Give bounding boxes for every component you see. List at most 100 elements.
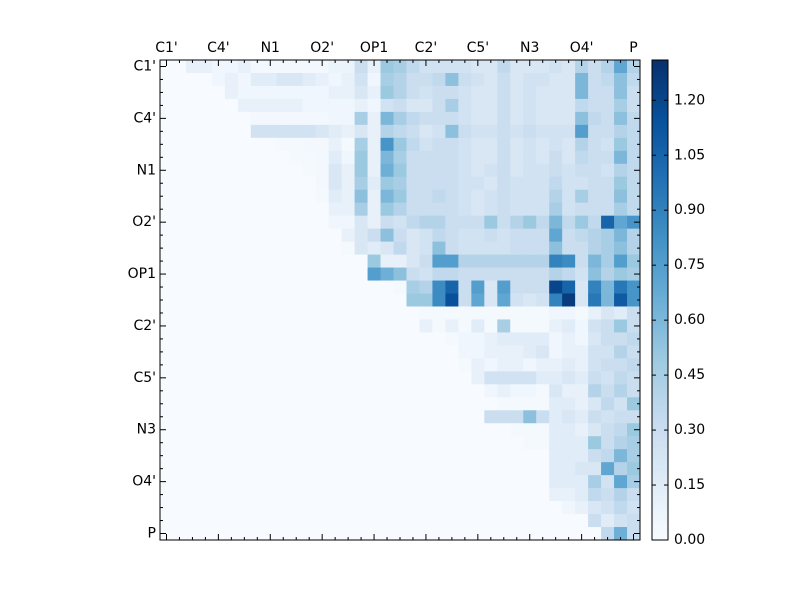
- heat-cell: [406, 85, 420, 100]
- heat-cell: [627, 241, 641, 256]
- heat-cell: [160, 488, 174, 502]
- heat-cell: [289, 501, 304, 515]
- heat-cell: [289, 449, 304, 463]
- heat-cell: [302, 280, 317, 295]
- heat-cell: [185, 137, 200, 152]
- heat-cell: [328, 124, 343, 139]
- heat-cell: [185, 358, 200, 372]
- heat-cell: [562, 306, 576, 320]
- heat-cell: [419, 423, 433, 437]
- heat-cell: [497, 475, 511, 489]
- heat-cell: [367, 267, 382, 282]
- heat-cell: [549, 202, 563, 217]
- heat-cell: [432, 462, 446, 476]
- heat-cell: [627, 85, 641, 100]
- heat-cell: [432, 371, 446, 385]
- heat-cell: [160, 241, 174, 256]
- heat-cell: [315, 254, 330, 269]
- heat-cell: [575, 384, 589, 398]
- heat-cell: [367, 462, 382, 476]
- x-tick-label: C1': [155, 40, 178, 56]
- heat-cell: [198, 475, 213, 489]
- heat-cell: [458, 423, 472, 437]
- heat-cell: [315, 137, 330, 152]
- heat-cell: [315, 150, 330, 165]
- heat-cell: [354, 215, 369, 230]
- heat-cell: [341, 150, 356, 165]
- heat-cell: [627, 319, 641, 333]
- heat-cell: [172, 410, 187, 424]
- heat-cell: [354, 111, 369, 126]
- heat-cell: [198, 163, 213, 178]
- heat-cell: [160, 124, 174, 139]
- heat-cell: [471, 475, 485, 489]
- heat-cell: [575, 176, 589, 191]
- heat-cell: [250, 501, 265, 515]
- heat-cell: [380, 436, 395, 450]
- heat-cell: [185, 176, 200, 191]
- heat-cell: [536, 319, 550, 333]
- heat-cell: [406, 176, 420, 191]
- heat-cell: [315, 475, 330, 489]
- heat-cell: [211, 449, 226, 463]
- heat-cell: [302, 85, 317, 100]
- heat-cell: [354, 280, 369, 295]
- heat-cell: [263, 410, 278, 424]
- heat-cell: [432, 488, 446, 502]
- heat-cell: [614, 501, 628, 515]
- heat-cell: [160, 423, 174, 437]
- heat-cell: [536, 397, 550, 411]
- heat-cell: [393, 241, 407, 256]
- heat-cell: [588, 345, 602, 359]
- heat-cell: [458, 60, 472, 74]
- heat-cell: [367, 98, 382, 113]
- heat-cell: [160, 410, 174, 424]
- heat-cell: [497, 267, 511, 282]
- heat-cell: [367, 501, 382, 515]
- heat-cell: [562, 384, 576, 398]
- heat-cell: [523, 384, 537, 398]
- heat-cell: [406, 60, 420, 74]
- heat-cell: [289, 293, 304, 307]
- heat-cell: [237, 267, 252, 282]
- heat-cell: [575, 98, 589, 113]
- heat-cell: [276, 293, 291, 307]
- heat-cell: [198, 267, 213, 282]
- heat-cell: [484, 488, 498, 502]
- heat-cell: [497, 163, 511, 178]
- heat-cell: [549, 449, 563, 463]
- heat-cell: [562, 527, 576, 541]
- heat-cell: [432, 111, 446, 126]
- heat-cell: [250, 72, 265, 87]
- heat-cell: [484, 189, 498, 204]
- heat-cell: [198, 384, 213, 398]
- heat-cell: [445, 410, 459, 424]
- heat-cell: [185, 189, 200, 204]
- heat-cell: [315, 293, 330, 307]
- heat-cell: [549, 189, 563, 204]
- heat-cell: [224, 72, 239, 87]
- heat-cell: [627, 488, 641, 502]
- heat-cell: [172, 293, 187, 307]
- heat-cell: [341, 319, 356, 333]
- heat-cell: [185, 254, 200, 269]
- heat-cell: [575, 371, 589, 385]
- heat-cell: [224, 475, 239, 489]
- heat-cell: [575, 228, 589, 243]
- heat-cell: [328, 215, 343, 230]
- heat-cell: [315, 436, 330, 450]
- heat-cell: [471, 293, 485, 307]
- heat-cell: [263, 85, 278, 100]
- heat-cell: [497, 384, 511, 398]
- heat-cell: [315, 306, 330, 320]
- heat-cell: [250, 254, 265, 269]
- heat-cell: [393, 293, 407, 307]
- heat-cell: [523, 189, 537, 204]
- heat-cell: [562, 98, 576, 113]
- heat-cell: [263, 332, 278, 346]
- heat-cell: [406, 475, 420, 489]
- heat-cell: [237, 228, 252, 243]
- heat-cell: [160, 98, 174, 113]
- heat-cell: [367, 254, 382, 269]
- heat-cell: [185, 410, 200, 424]
